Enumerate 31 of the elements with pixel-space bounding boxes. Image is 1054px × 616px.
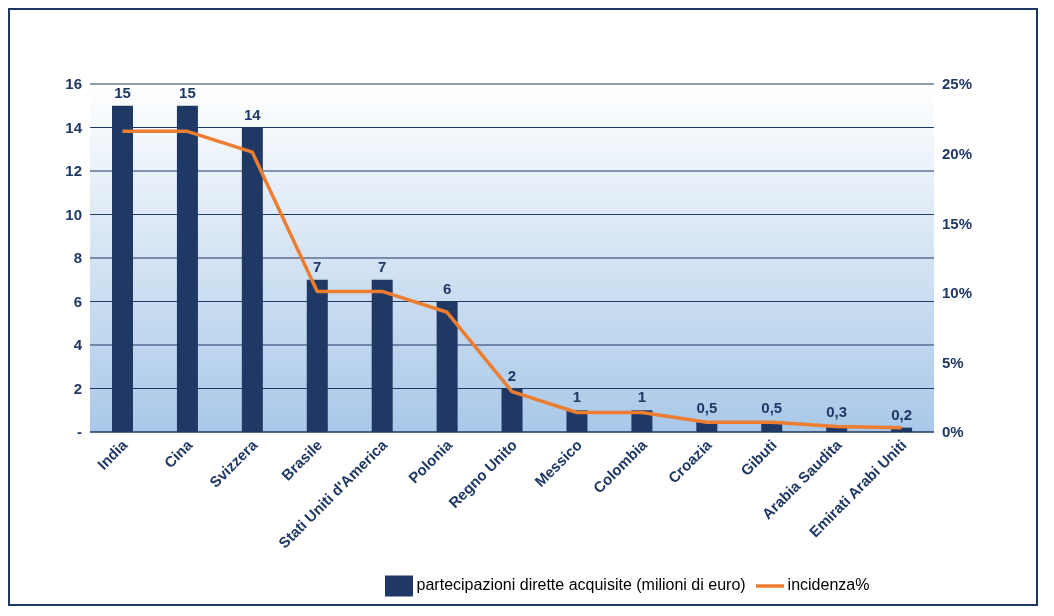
data-label: 0,2 xyxy=(891,405,913,423)
data-label: 6 xyxy=(442,279,452,297)
y-tick-label: 14 xyxy=(65,118,83,136)
y-tick-label: 4 xyxy=(73,336,83,354)
y2-tick-label: 20% xyxy=(942,144,973,162)
data-label: 2 xyxy=(507,366,517,384)
y-tick-label: 16 xyxy=(65,75,82,93)
data-label: 7 xyxy=(313,257,322,275)
y2-tick-label: 0% xyxy=(942,423,964,441)
y2-tick-label: 25% xyxy=(942,75,973,93)
data-label: 1 xyxy=(637,388,647,406)
data-label: 15 xyxy=(179,83,196,101)
data-label: 0,3 xyxy=(826,403,848,421)
y-tick-label: - xyxy=(77,423,82,441)
y-tick-label: 8 xyxy=(73,249,82,267)
y2-tick-label: 10% xyxy=(942,284,973,302)
y-tick-label: 2 xyxy=(73,379,82,397)
data-label: 15 xyxy=(114,83,131,101)
data-label: 0,5 xyxy=(761,399,783,417)
y2-tick-label: 15% xyxy=(942,214,973,232)
data-label: 0,5 xyxy=(696,399,718,417)
data-label: 7 xyxy=(378,257,387,275)
y2-tick-label: 5% xyxy=(942,353,964,371)
legend-label: incidenza% xyxy=(787,576,870,594)
y-tick-label: 6 xyxy=(73,292,82,310)
data-label: 14 xyxy=(244,105,262,123)
y-tick-label: 12 xyxy=(65,162,82,180)
data-label: 1 xyxy=(572,388,582,406)
x-tick-label: Cina xyxy=(160,435,196,472)
y-tick-label: 10 xyxy=(65,205,82,223)
legend-label: partecipazioni dirette acquisite (milioni di euro) xyxy=(416,576,746,594)
